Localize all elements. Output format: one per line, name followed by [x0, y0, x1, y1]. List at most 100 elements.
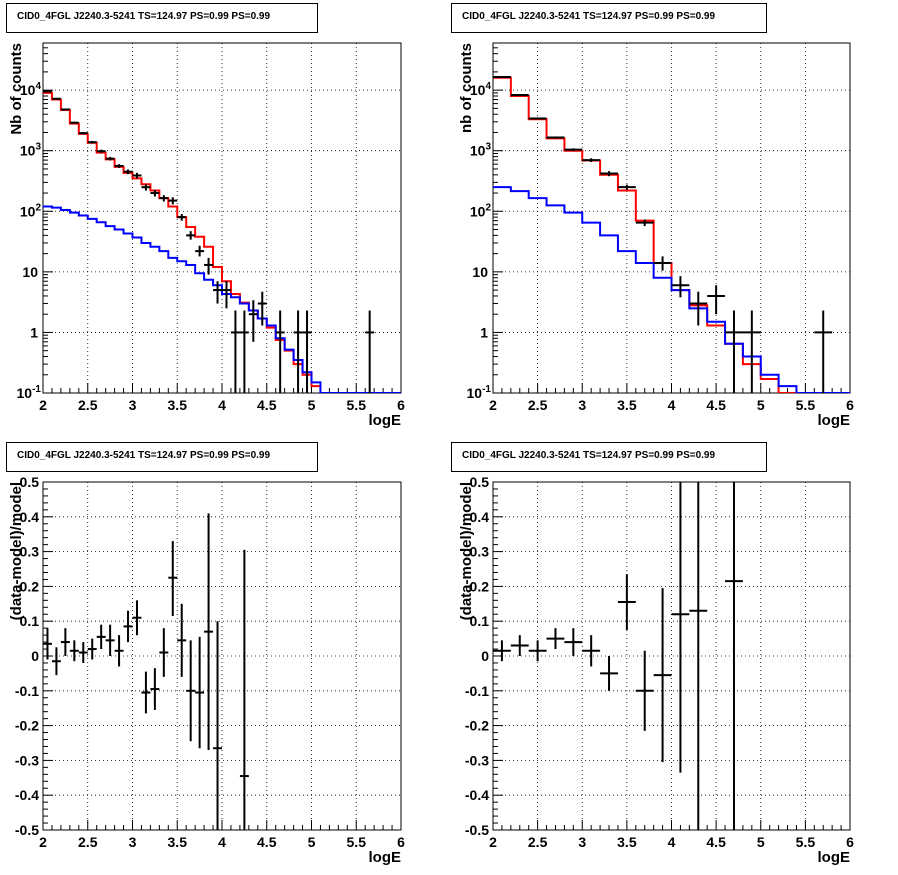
- y-tick-label: 0: [481, 648, 489, 664]
- y-tick-label: -0.2: [15, 718, 39, 734]
- data-point: [635, 650, 654, 731]
- data-point: [69, 640, 79, 662]
- data-point: [653, 256, 672, 271]
- x-tick-label: 5: [757, 397, 765, 413]
- y-axis-label: (data-model)/model: [8, 482, 25, 620]
- x-tick-label: 5: [308, 397, 316, 413]
- data-point: [365, 310, 375, 393]
- data-point: [689, 482, 708, 830]
- x-tick-label: 5: [757, 834, 765, 850]
- data-point: [51, 647, 61, 676]
- data-point: [600, 656, 618, 691]
- data-point: [742, 310, 761, 393]
- data-point: [239, 549, 249, 830]
- y-tick-label: 0.4: [470, 509, 490, 525]
- data-point: [105, 624, 115, 656]
- x-tick-label: 4.5: [257, 397, 277, 413]
- x-tick-label: 2: [39, 834, 47, 850]
- chart-title: CID0_4FGL J2240.3-5241 TS=124.97 PS=0.99…: [6, 442, 318, 472]
- x-tick-label: 6: [846, 397, 854, 413]
- data-point: [141, 184, 151, 191]
- data-point: [123, 610, 133, 643]
- y-tick-label: 0.3: [20, 544, 40, 560]
- data-point: [168, 541, 178, 616]
- y-tick-label: 102: [470, 202, 492, 219]
- data-point: [60, 628, 70, 656]
- x-tick-label: 5.5: [796, 397, 816, 413]
- data-point: [814, 310, 833, 393]
- x-tick-label: 2: [489, 834, 497, 850]
- plot-data-area: [43, 90, 401, 393]
- chart-title: CID0_4FGL J2240.3-5241 TS=124.97 PS=0.99…: [6, 3, 318, 33]
- data-point: [195, 245, 205, 257]
- y-axis-label: nb of counts: [458, 43, 475, 133]
- y-tick-label: 1: [30, 324, 38, 340]
- chart-panel-1: 2 2.5 3 3.5 4 4.5 5 5.5 6 10-1 1 10 102 103 104 logE Nb …: [8, 42, 405, 429]
- data-point: [528, 640, 547, 662]
- data-point: [248, 300, 258, 342]
- y-tick-label: 104: [470, 81, 492, 98]
- x-tick-label: 2: [489, 397, 497, 413]
- chart-title: CID0_4FGL J2240.3-5241 TS=124.97 PS=0.99…: [451, 3, 767, 33]
- x-tick-label: 3: [578, 397, 586, 413]
- y-tick-label: -0.1: [465, 683, 489, 699]
- x-tick-label: 4.5: [706, 397, 726, 413]
- data-point: [689, 291, 708, 326]
- x-tick-label: 5.5: [796, 834, 816, 850]
- data-point: [87, 638, 97, 660]
- data-point: [150, 189, 160, 197]
- x-tick-label: 4: [218, 834, 226, 850]
- data-point: [617, 574, 636, 630]
- data-point: [141, 671, 151, 714]
- y-tick-label: 10-1: [17, 384, 42, 401]
- x-axis-label: logE: [818, 412, 851, 429]
- x-tick-label: 3.5: [168, 397, 188, 413]
- y-tick-label: -0.1: [15, 683, 39, 699]
- plot-data-area: [493, 482, 743, 830]
- data-point: [132, 172, 142, 179]
- data-point: [528, 117, 547, 120]
- data-point: [43, 628, 52, 660]
- x-tick-label: 2.5: [78, 834, 98, 850]
- y-axis-label: (data-model)/model: [458, 482, 475, 620]
- x-axis-label: logE: [369, 412, 402, 429]
- data-point: [204, 257, 214, 275]
- data-point: [51, 97, 61, 100]
- y-tick-label: 103: [470, 142, 492, 159]
- chart-panel-4: 2 2.5 3 3.5 4 4.5 5 5.5 6 -0.5 -0.4 -0.3 -0.2 -0.1 0 0.…: [458, 474, 854, 866]
- data-point: [177, 603, 187, 677]
- data-point: [159, 628, 169, 677]
- data-point: [493, 640, 511, 662]
- x-tick-label: 2: [39, 397, 47, 413]
- y-tick-label: -0.3: [465, 752, 489, 768]
- data-point: [78, 132, 88, 135]
- data-point: [159, 195, 169, 202]
- data-point: [150, 668, 160, 710]
- y-tick-label: 0.5: [470, 474, 490, 490]
- chart-panel-2: 2 2.5 3 3.5 4 4.5 5 5.5 6 10-1 1 10 102 103 104 logE nb …: [458, 42, 854, 429]
- y-tick-label: 0.2: [20, 578, 40, 594]
- x-tick-label: 3: [578, 834, 586, 850]
- data-point: [186, 640, 196, 742]
- x-tick-label: 6: [397, 834, 405, 850]
- y-tick-label: 0.3: [470, 544, 490, 560]
- data-point: [105, 156, 115, 161]
- data-point: [257, 291, 267, 326]
- y-tick-label: -0.5: [465, 822, 489, 838]
- x-tick-label: 4.5: [257, 834, 277, 850]
- y-tick-label: 0.1: [470, 613, 490, 629]
- data-point: [78, 642, 88, 663]
- data-point: [635, 219, 654, 227]
- data-point: [302, 310, 312, 393]
- data-point: [87, 140, 97, 144]
- x-tick-label: 5.5: [347, 834, 367, 850]
- data-point: [239, 310, 249, 393]
- data-point: [114, 635, 124, 667]
- chart-panel-3: 2 2.5 3 3.5 4 4.5 5 5.5 6 -0.5 -0.4 -0.3 -0.2 -0.1 0 0.…: [8, 474, 405, 866]
- data-point: [725, 482, 743, 830]
- plot-frame: [492, 481, 851, 831]
- y-tick-label: 10-1: [467, 384, 492, 401]
- x-tick-label: 3.5: [617, 834, 637, 850]
- data-point: [582, 158, 601, 163]
